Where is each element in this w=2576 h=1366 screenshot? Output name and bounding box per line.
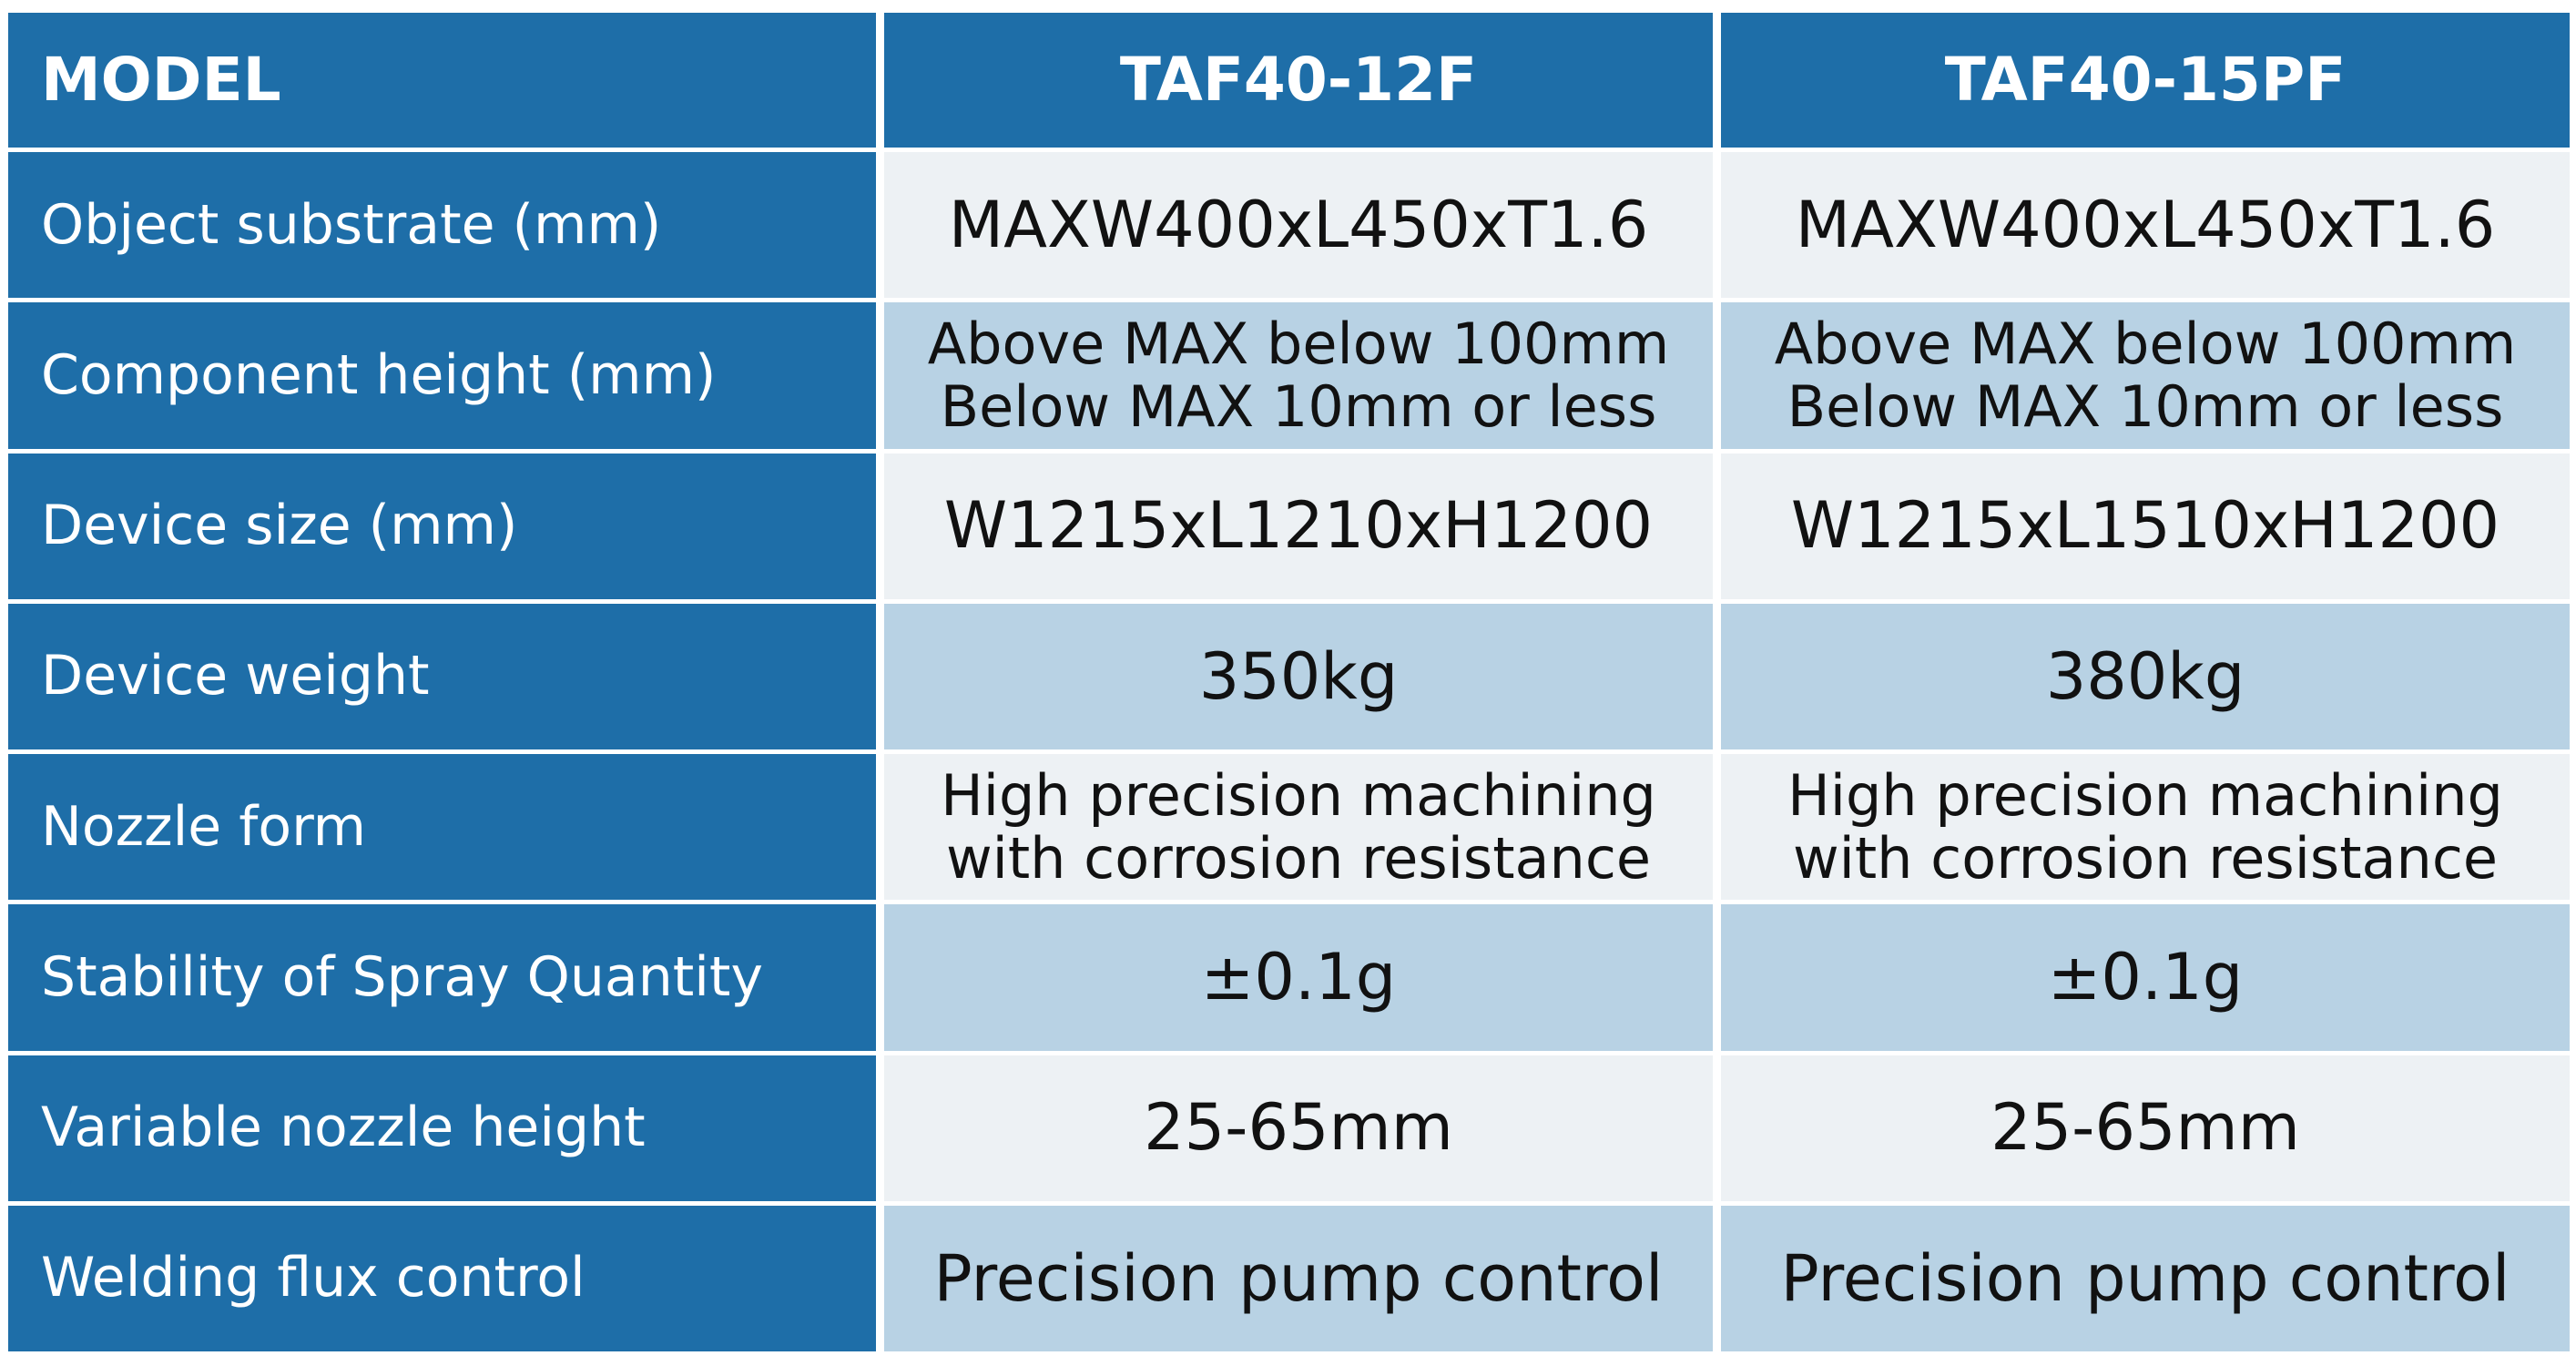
row-label: Device weight <box>8 603 876 749</box>
value-cell: Precision pump control <box>1721 1205 2570 1351</box>
row-label: Stability of Spray Quantity <box>8 904 876 1051</box>
value-cell: MAXW400xL450xT1.6 <box>884 152 1713 299</box>
row-label: Nozzle form <box>8 754 876 901</box>
header-cell: TAF40-15PF <box>1721 13 2570 148</box>
value-cell: Above MAX below 100mm Below MAX 10mm or … <box>884 302 1713 449</box>
value-cell: High precision machining with corrosion … <box>1721 754 2570 901</box>
value-cell: W1215xL1510xH1200 <box>1721 453 2570 599</box>
value-cell: ±0.1g <box>884 904 1713 1051</box>
row-label: Variable nozzle height <box>8 1055 876 1201</box>
value-cell: 380kg <box>1721 603 2570 749</box>
value-cell: High precision machining with corrosion … <box>884 754 1713 901</box>
value-cell: W1215xL1210xH1200 <box>884 453 1713 599</box>
value-cell: 350kg <box>884 603 1713 749</box>
value-cell: ±0.1g <box>1721 904 2570 1051</box>
header-cell: MODEL <box>8 13 876 148</box>
value-cell: Above MAX below 100mm Below MAX 10mm or … <box>1721 302 2570 449</box>
row-label: Welding flux control <box>8 1205 876 1351</box>
value-cell: MAXW400xL450xT1.6 <box>1721 152 2570 299</box>
value-cell: 25-65mm <box>884 1055 1713 1201</box>
spec-table: MODEL TAF40-12F TAF40-15PF Object substrate… <box>8 13 2570 1351</box>
row-label: Object substrate (mm) <box>8 152 876 299</box>
header-cell: TAF40-12F <box>884 13 1713 148</box>
value-cell: Precision pump control <box>884 1205 1713 1351</box>
row-label: Component height (mm) <box>8 302 876 449</box>
value-cell: 25-65mm <box>1721 1055 2570 1201</box>
row-label: Device size (mm) <box>8 453 876 599</box>
